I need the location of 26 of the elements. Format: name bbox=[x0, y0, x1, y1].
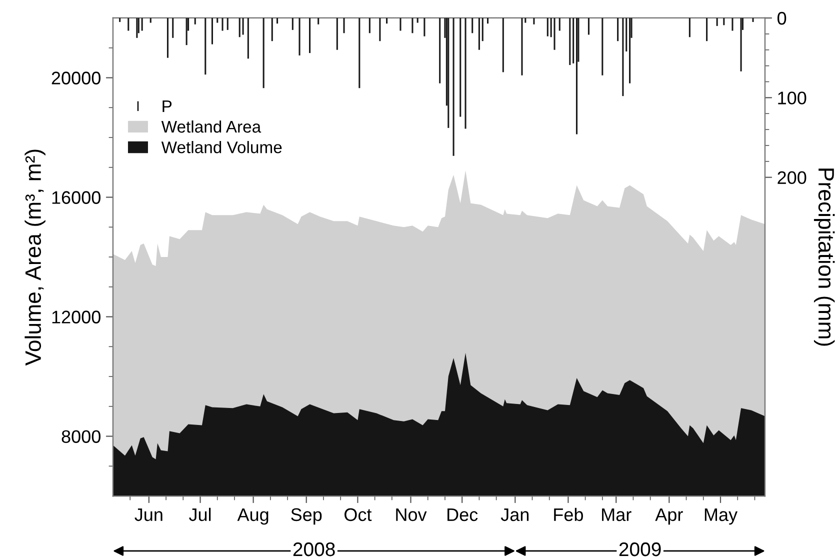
x-tick-label: Feb bbox=[554, 508, 583, 522]
x-tick-label: Jan bbox=[500, 508, 529, 522]
y-tick-label: 12000 bbox=[52, 310, 100, 324]
x-tick-label: Dec bbox=[448, 508, 478, 522]
x-tick-label: Apr bbox=[655, 508, 683, 525]
legend-label: Wetland Area bbox=[161, 120, 262, 133]
x-tick-label: Jul bbox=[189, 508, 211, 522]
x-tick-label: Jun bbox=[134, 508, 162, 522]
x-tick-label: Sep bbox=[291, 508, 322, 525]
x-tick-label: Aug bbox=[237, 508, 268, 525]
x-tick-label: Mar bbox=[602, 508, 632, 522]
text: 2008 bbox=[293, 542, 335, 556]
x-tick-label: Oct bbox=[344, 508, 372, 522]
x-tick-label: Nov bbox=[396, 508, 427, 522]
text: 2009 bbox=[619, 542, 661, 556]
y2-tick-label: 100 bbox=[778, 92, 806, 104]
x-tick-label: May bbox=[704, 508, 738, 525]
y-tick-label: 16000 bbox=[52, 191, 100, 204]
legend-label: Wetland Volume bbox=[161, 140, 282, 154]
y-tick-label: 20000 bbox=[52, 72, 100, 84]
y2-tick-label: 0 bbox=[778, 12, 786, 25]
y-axis-title: Volume, Area (m³, m²) bbox=[24, 150, 46, 366]
y2-axis-title: Precipitation (mm) bbox=[814, 168, 835, 346]
y2-tick-label: 200 bbox=[778, 171, 806, 184]
legend-label: P bbox=[162, 100, 172, 112]
y-tick-label: 8000 bbox=[62, 430, 100, 443]
